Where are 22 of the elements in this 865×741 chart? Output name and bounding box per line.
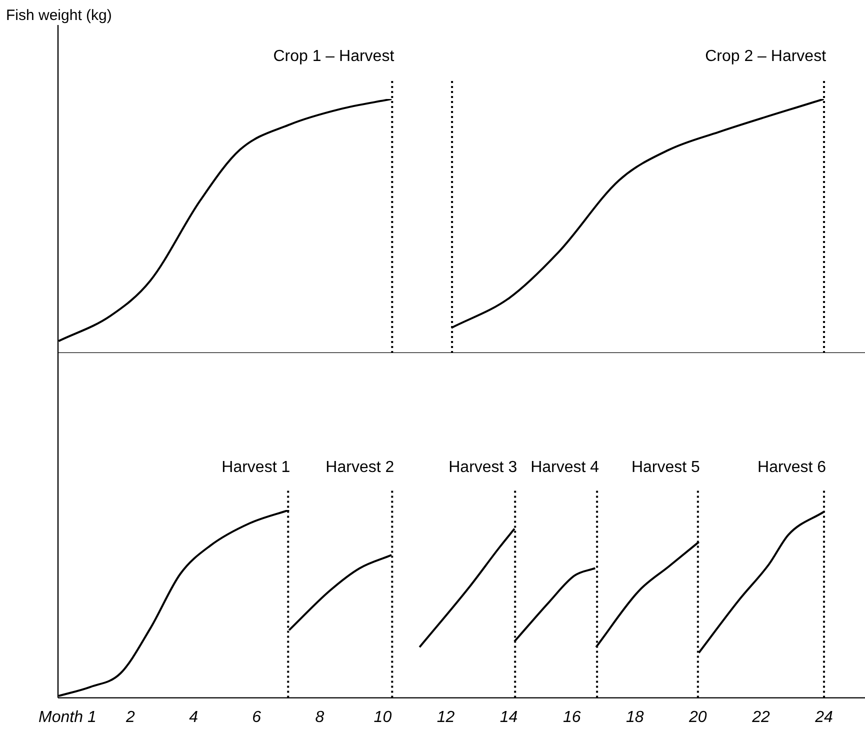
x-tick-label: 12 — [436, 708, 455, 726]
ref-line-label: Harvest 6 — [758, 459, 826, 476]
x-tick-label: 18 — [626, 708, 644, 726]
y-axis-title: Fish weight (kg) — [6, 7, 112, 24]
x-tick-label: 20 — [688, 708, 707, 726]
ref-line-label: Harvest 3 — [448, 459, 518, 476]
x-tick-label: 8 — [315, 708, 324, 726]
ref-line-label: Crop 2 – Harvest — [705, 48, 827, 65]
x-tick-label: 4 — [189, 708, 198, 726]
ref-line-label: Harvest 1 — [222, 459, 290, 476]
ref-line-label: Harvest 2 — [326, 459, 394, 476]
x-tick-label: 6 — [252, 708, 262, 726]
ref-line-label: Harvest 5 — [631, 459, 700, 476]
x-tick-label: Month 1 — [38, 708, 96, 726]
x-tick-label: 22 — [751, 708, 770, 726]
x-tick-label: 16 — [562, 708, 581, 726]
x-tick-label: 14 — [500, 708, 518, 726]
x-tick-label: 24 — [814, 708, 834, 726]
x-tick-label: 10 — [374, 708, 392, 726]
x-tick-label: 2 — [125, 708, 136, 726]
ref-line-label: Harvest 4 — [530, 459, 600, 476]
ref-line-label: Crop 1 – Harvest — [273, 48, 395, 65]
